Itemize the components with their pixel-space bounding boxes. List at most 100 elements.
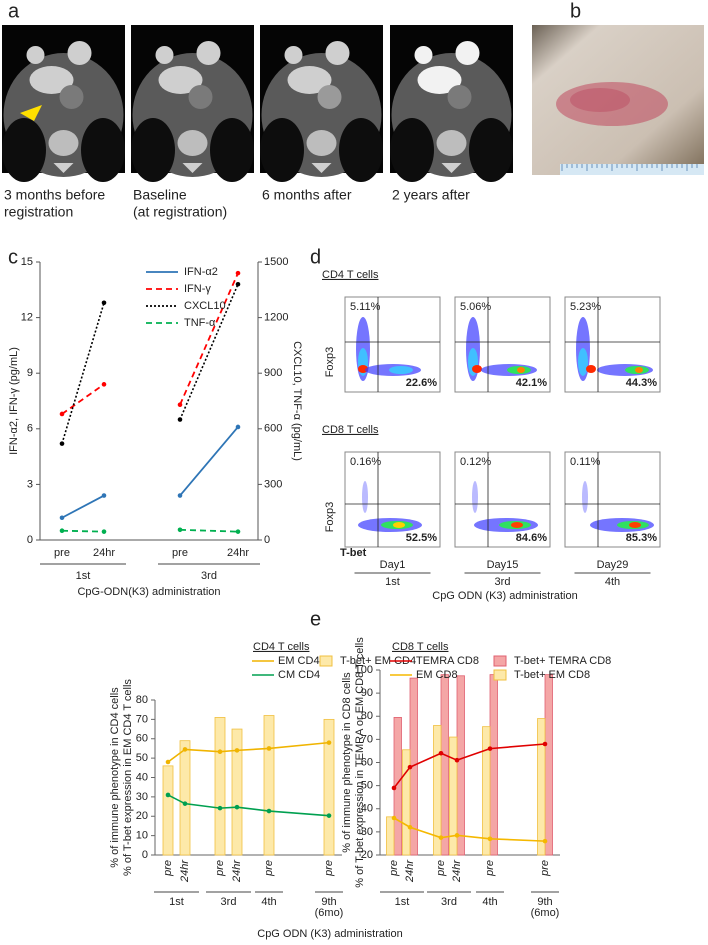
column-dose: 3rd bbox=[495, 576, 511, 588]
y-tick-label: 80 bbox=[136, 694, 148, 706]
point bbox=[438, 835, 444, 840]
point bbox=[487, 746, 493, 751]
chart-title: CD8 T cells bbox=[392, 641, 449, 653]
decoration bbox=[629, 522, 641, 528]
point bbox=[177, 493, 183, 498]
upper-left-percent: 5.11% bbox=[350, 301, 381, 313]
x-tick-label: 24hr bbox=[179, 859, 191, 883]
y-tick-label: 20 bbox=[136, 810, 148, 822]
decoration bbox=[48, 130, 79, 156]
point bbox=[182, 801, 188, 806]
point bbox=[101, 529, 107, 534]
y-axis-label: % of immune phenotype in CD8 cells bbox=[341, 672, 353, 853]
point bbox=[542, 838, 548, 844]
point bbox=[407, 764, 413, 770]
y-axis-label: % of T-bet expression in TEMRA or EM CD8… bbox=[354, 637, 366, 888]
decoration bbox=[393, 522, 405, 528]
point bbox=[235, 529, 241, 534]
bar bbox=[323, 718, 335, 856]
x-axis-label: CpG-ODN(K3) administration bbox=[77, 586, 220, 598]
group-label: 3rd bbox=[221, 896, 237, 908]
x-tick-label: pre bbox=[388, 860, 400, 877]
bar bbox=[456, 675, 465, 856]
legend-label: T-bet+ TEMRA CD8 bbox=[514, 655, 611, 667]
bar bbox=[162, 765, 174, 856]
bar bbox=[231, 728, 243, 856]
decoration bbox=[447, 85, 472, 109]
series-line bbox=[179, 426, 239, 497]
bar bbox=[433, 725, 442, 856]
x-tick-label: pre bbox=[539, 860, 551, 877]
group-label: 4th bbox=[261, 896, 276, 908]
upper-left-percent: 0.12% bbox=[460, 456, 491, 468]
series-line bbox=[167, 794, 330, 817]
y-axis-label: % of T-bet expression in EM CD4 T cells bbox=[122, 679, 134, 876]
decoration bbox=[635, 367, 643, 373]
decoration bbox=[472, 481, 478, 513]
point bbox=[542, 741, 548, 747]
y-tick-label: 50 bbox=[361, 780, 373, 792]
group-label: 1st bbox=[169, 896, 184, 908]
y-tick-label: 9 bbox=[27, 367, 33, 379]
decoration bbox=[260, 118, 304, 182]
series-line bbox=[179, 528, 239, 533]
legend-label: CM CD4 bbox=[278, 669, 320, 681]
series-line bbox=[167, 741, 330, 763]
bar bbox=[179, 740, 191, 856]
group-label: 1st bbox=[76, 570, 91, 582]
bar bbox=[449, 736, 458, 856]
y-axis-label: % of immune phenotype in CD4 cells bbox=[109, 687, 121, 868]
group-label: 1st bbox=[395, 896, 410, 908]
lower-right-percent: 22.6% bbox=[406, 377, 437, 389]
series-line bbox=[179, 272, 239, 406]
decoration bbox=[158, 66, 203, 94]
group-label: 3rd bbox=[441, 896, 457, 908]
y-axis-label: Foxp3 bbox=[324, 347, 336, 378]
x-tick-label: pre bbox=[435, 860, 447, 877]
panel-label: b bbox=[570, 0, 581, 22]
legend-label: TEMRA CD8 bbox=[416, 655, 479, 667]
decoration bbox=[472, 365, 482, 373]
point bbox=[165, 792, 171, 798]
point bbox=[165, 759, 171, 765]
column-day: Day15 bbox=[487, 559, 519, 571]
decoration bbox=[511, 522, 523, 528]
decoration bbox=[2, 118, 46, 182]
lower-right-percent: 52.5% bbox=[406, 532, 437, 544]
point bbox=[234, 748, 240, 753]
x-tick-label: pre bbox=[214, 860, 226, 877]
legend-swatch bbox=[493, 655, 507, 667]
decoration bbox=[586, 365, 596, 373]
column-dose: 4th bbox=[605, 576, 620, 588]
point bbox=[438, 750, 444, 756]
y-tick-label: 60 bbox=[136, 733, 148, 745]
y2-tick-label: 0 bbox=[264, 534, 270, 546]
decoration bbox=[20, 105, 42, 121]
x-tick-label: pre bbox=[162, 860, 174, 877]
group-label: 4th bbox=[482, 896, 497, 908]
lower-right-percent: 42.1% bbox=[516, 377, 547, 389]
x-tick-label: pre bbox=[172, 547, 188, 559]
y2-tick-label: 900 bbox=[264, 367, 282, 379]
decoration bbox=[578, 348, 588, 376]
image-caption: (at registration) bbox=[133, 204, 227, 220]
y2-tick-label: 1200 bbox=[264, 312, 288, 324]
group-label: (6mo) bbox=[531, 907, 560, 919]
panel-label: d bbox=[310, 246, 321, 268]
legend-label: IFN-γ bbox=[184, 283, 211, 295]
point bbox=[217, 749, 223, 755]
decoration bbox=[389, 366, 413, 374]
bar bbox=[537, 718, 546, 856]
y-tick-label: 15 bbox=[21, 256, 33, 268]
point bbox=[101, 300, 107, 306]
decoration bbox=[390, 118, 434, 182]
row-title: CD8 T cells bbox=[322, 424, 379, 436]
point bbox=[101, 493, 107, 498]
bar bbox=[214, 717, 226, 856]
upper-left-percent: 0.16% bbox=[350, 456, 381, 468]
point bbox=[59, 515, 65, 521]
series-line bbox=[179, 283, 239, 420]
y-tick-label: 40 bbox=[361, 803, 373, 815]
decoration bbox=[469, 118, 513, 182]
decoration bbox=[306, 130, 337, 156]
